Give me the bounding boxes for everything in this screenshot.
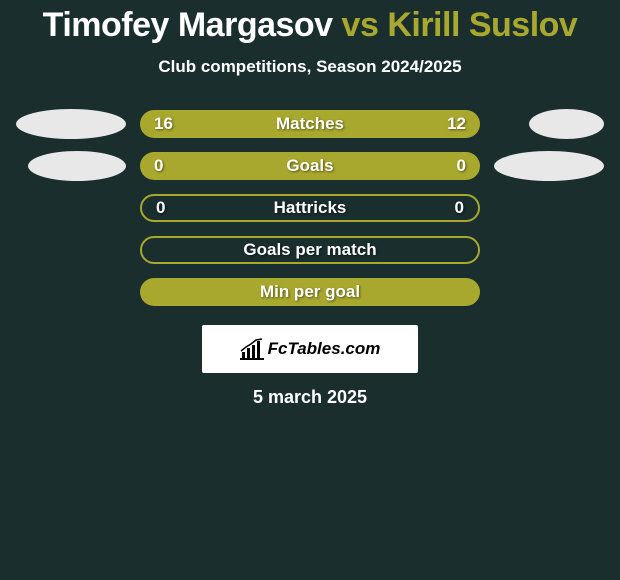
- left-value: 0: [156, 198, 165, 218]
- subtitle: Club competitions, Season 2024/2025: [0, 57, 620, 77]
- date: 5 march 2025: [0, 387, 620, 408]
- stat-label: Min per goal: [140, 282, 480, 302]
- stat-row-mpg: Min per goal: [0, 277, 620, 307]
- right-marker: [494, 109, 604, 139]
- right-value: 0: [455, 198, 464, 218]
- ellipse-icon: [494, 151, 604, 181]
- spacer: [494, 277, 604, 307]
- right-value: 12: [447, 114, 466, 134]
- logo-text: FcTables.com: [268, 339, 381, 359]
- chart-icon: [240, 338, 264, 360]
- stat-bar: Min per goal: [140, 278, 480, 306]
- stat-label: Hattricks: [142, 198, 478, 218]
- player2-name: Kirill Suslov: [387, 6, 577, 44]
- right-value: 0: [457, 156, 466, 176]
- spacer: [16, 193, 126, 223]
- stat-bar: 16 Matches 12: [140, 110, 480, 138]
- stat-bar: 0 Goals 0: [140, 152, 480, 180]
- left-marker: [16, 109, 126, 139]
- left-value: 16: [154, 114, 173, 134]
- stat-row-matches: 16 Matches 12: [0, 109, 620, 139]
- right-marker: [494, 151, 604, 181]
- stat-bar: Goals per match: [140, 236, 480, 264]
- stat-bar: 0 Hattricks 0: [140, 194, 480, 222]
- spacer: [16, 277, 126, 307]
- spacer: [494, 193, 604, 223]
- spacer: [16, 235, 126, 265]
- stat-row-goals: 0 Goals 0: [0, 151, 620, 181]
- spacer: [494, 235, 604, 265]
- stat-row-hattricks: 0 Hattricks 0: [0, 193, 620, 223]
- ellipse-icon: [28, 151, 126, 181]
- logo-box: FcTables.com: [202, 325, 418, 373]
- page-title: Timofey Margasov vs Kirill Suslov: [0, 6, 620, 45]
- logo: FcTables.com: [240, 338, 381, 360]
- stat-label: Goals per match: [142, 240, 478, 260]
- ellipse-icon: [16, 109, 126, 139]
- stats-container: Timofey Margasov vs Kirill Suslov Club c…: [0, 0, 620, 408]
- stat-row-gpm: Goals per match: [0, 235, 620, 265]
- stat-label: Matches: [140, 114, 480, 134]
- player1-name: Timofey Margasov: [43, 6, 333, 44]
- vs-text: vs: [342, 6, 379, 44]
- left-marker: [16, 151, 126, 181]
- stat-label: Goals: [140, 156, 480, 176]
- left-value: 0: [154, 156, 163, 176]
- ellipse-icon: [529, 109, 604, 139]
